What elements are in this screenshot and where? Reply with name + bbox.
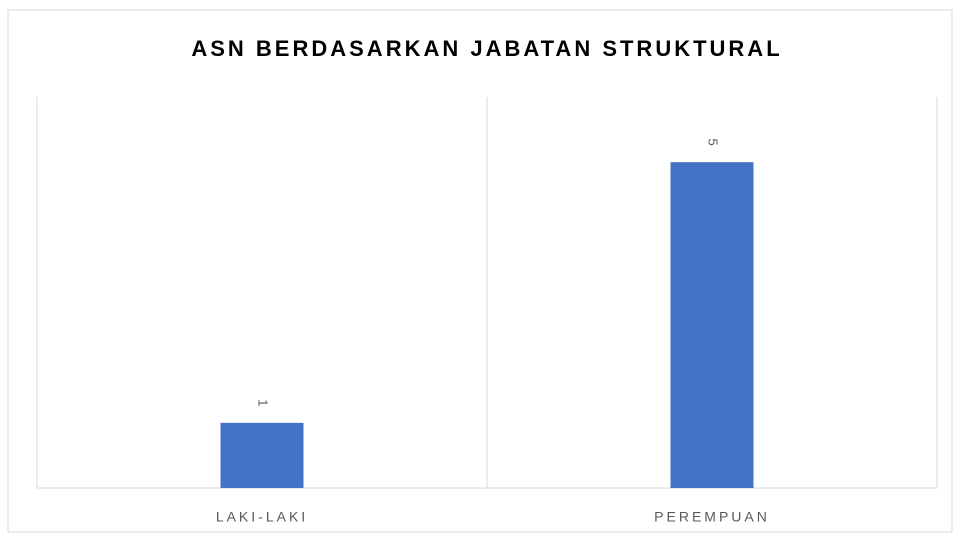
- chart-title: ASN BERDASARKAN JABATAN STRUKTURAL: [191, 36, 782, 61]
- bar: [220, 422, 304, 488]
- x-tick-label: LAKI-LAKI: [216, 509, 308, 525]
- x-tick-label: PEREMPUAN: [654, 509, 770, 525]
- bar: [670, 162, 754, 488]
- chart-frame: [7, 9, 953, 533]
- data-label: 5: [706, 139, 721, 146]
- data-label: 1: [256, 399, 271, 406]
